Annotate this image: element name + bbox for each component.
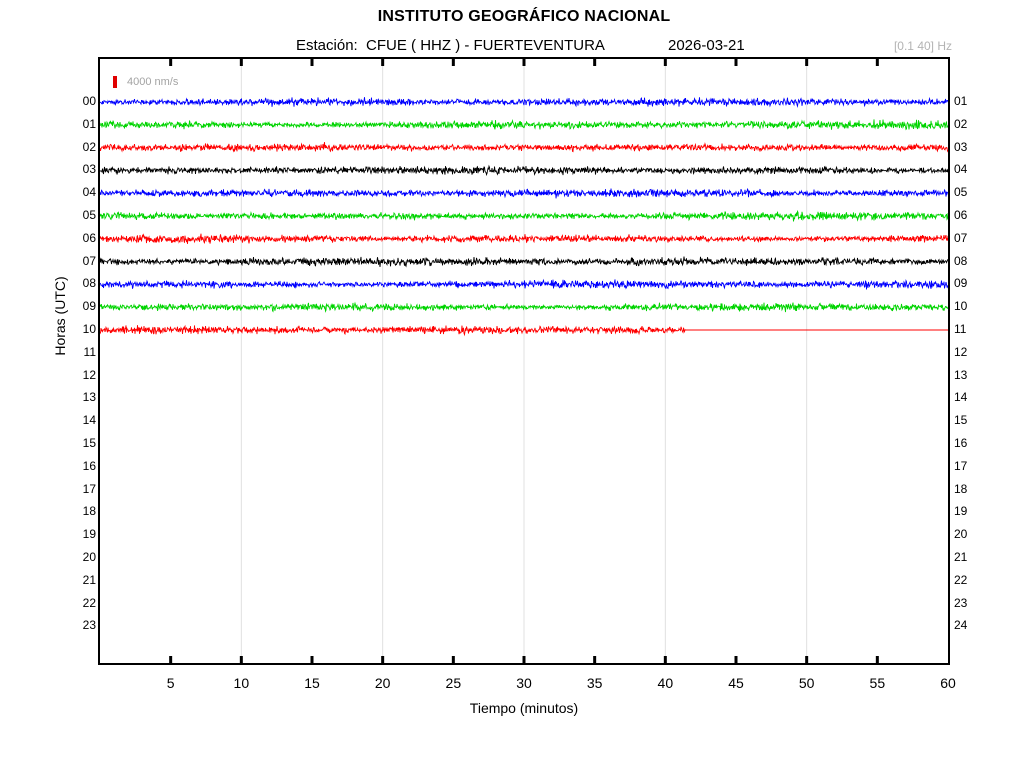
hour-label-right-15: 15	[954, 413, 968, 428]
hour-label-left-08: 08	[82, 276, 96, 291]
x-tick-label-40: 40	[657, 675, 674, 691]
filter-band-label: [0.1 40] Hz	[893, 39, 952, 53]
hour-label-left-23: 23	[82, 618, 96, 633]
x-tick-label-25: 25	[445, 675, 462, 691]
hour-label-right-10: 10	[954, 299, 968, 314]
hour-label-left-09: 09	[82, 299, 96, 314]
helicorder-plot: 4000 nm/s	[98, 57, 950, 665]
x-tick-label-60: 60	[940, 675, 956, 691]
x-tick-label-5: 5	[166, 675, 175, 691]
hour-label-left-10: 10	[82, 322, 96, 336]
hour-label-right-08: 08	[954, 253, 968, 268]
hour-label-right-01: 01	[954, 94, 968, 108]
x-tick-label-20: 20	[374, 675, 391, 691]
trace-hour-09	[100, 301, 948, 313]
x-tick-label-35: 35	[586, 675, 603, 691]
page-title: INSTITUTO GEOGRÁFICO NACIONAL	[377, 8, 671, 25]
hour-label-left-02: 02	[82, 139, 96, 154]
hour-label-right-23: 23	[954, 595, 968, 610]
hour-label-right-16: 16	[954, 436, 968, 450]
trace-hour-00	[100, 96, 948, 108]
hour-label-left-07: 07	[82, 253, 96, 268]
hour-label-right-13: 13	[954, 367, 968, 382]
hour-label-left-03: 03	[82, 162, 96, 177]
hour-label-right-11: 11	[954, 322, 967, 336]
x-tick-label-15: 15	[304, 675, 320, 691]
hour-label-right-09: 09	[954, 276, 968, 291]
hour-label-left-21: 21	[82, 572, 96, 587]
hour-label-right-18: 18	[954, 481, 968, 496]
trace-hour-04	[100, 187, 948, 199]
hour-label-left-22: 22	[82, 595, 96, 610]
hour-label-left-17: 17	[82, 481, 96, 496]
hour-label-right-04: 04	[954, 162, 968, 177]
hour-label-left-00: 00	[82, 94, 96, 108]
trace-hour-07	[100, 256, 948, 268]
hour-label-left-20: 20	[82, 550, 96, 564]
traces-svg	[100, 59, 948, 663]
hour-label-left-05: 05	[82, 208, 96, 222]
x-tick-label-50: 50	[798, 675, 815, 691]
hour-label-left-14: 14	[82, 413, 96, 428]
amplitude-scale-bar-icon	[113, 76, 117, 88]
x-tick-label-45: 45	[728, 675, 744, 691]
hour-label-right-07: 07	[954, 230, 968, 245]
hour-label-left-12: 12	[82, 367, 96, 382]
y-axis-title: Horas (UTC)	[52, 276, 68, 356]
hour-label-right-14: 14	[954, 390, 968, 405]
date-label: 2026-03-21	[668, 37, 745, 54]
hour-label-right-12: 12	[954, 344, 968, 359]
hour-label-right-02: 02	[954, 116, 968, 131]
hour-label-left-16: 16	[82, 458, 96, 473]
hour-label-left-13: 13	[82, 390, 96, 405]
x-tick-label-10: 10	[233, 675, 250, 691]
trace-hour-08	[100, 278, 948, 290]
x-axis-title: Tiempo (minutos)	[469, 700, 579, 716]
hour-label-left-15: 15	[82, 436, 96, 450]
x-tick-label-30: 30	[516, 675, 532, 691]
hour-label-left-01: 01	[82, 116, 96, 131]
hour-label-right-21: 21	[954, 550, 968, 564]
amplitude-scale-label: 4000 nm/s	[127, 76, 179, 88]
trace-hour-06	[100, 233, 948, 244]
hour-label-right-03: 03	[954, 139, 968, 154]
hour-label-right-22: 22	[954, 572, 968, 587]
trace-hour-05	[100, 209, 948, 222]
hour-label-left-04: 04	[82, 185, 96, 200]
hour-label-right-17: 17	[954, 458, 968, 473]
hour-label-left-18: 18	[82, 504, 96, 519]
trace-hour-03	[100, 164, 948, 177]
hour-label-right-20: 20	[954, 527, 968, 542]
hour-label-left-06: 06	[82, 230, 96, 245]
hour-label-left-11: 11	[83, 344, 96, 359]
trace-hour-02	[100, 142, 948, 153]
hour-label-left-19: 19	[82, 527, 96, 542]
hour-label-right-06: 06	[954, 208, 968, 222]
hour-label-right-05: 05	[954, 185, 968, 200]
x-tick-label-55: 55	[869, 675, 886, 691]
trace-hour-01	[100, 119, 948, 131]
hour-label-right-24: 24	[954, 618, 968, 633]
hour-label-right-19: 19	[954, 504, 968, 519]
station-label: Estación: CFUE ( HHZ ) - FUERTEVENTURA	[296, 37, 605, 54]
trace-hour-10	[100, 324, 948, 337]
